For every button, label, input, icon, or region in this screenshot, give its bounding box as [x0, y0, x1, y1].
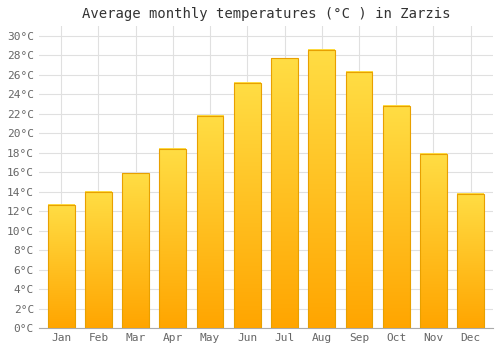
Bar: [346, 72, 372, 328]
Bar: [85, 192, 112, 328]
Bar: [420, 154, 447, 328]
Bar: [458, 194, 484, 328]
Bar: [160, 149, 186, 328]
Bar: [196, 116, 224, 328]
Bar: [308, 50, 335, 328]
Bar: [383, 106, 409, 328]
Bar: [234, 83, 260, 328]
Bar: [48, 204, 74, 328]
Bar: [122, 173, 149, 328]
Title: Average monthly temperatures (°C ) in Zarzis: Average monthly temperatures (°C ) in Za…: [82, 7, 450, 21]
Bar: [271, 58, 298, 328]
